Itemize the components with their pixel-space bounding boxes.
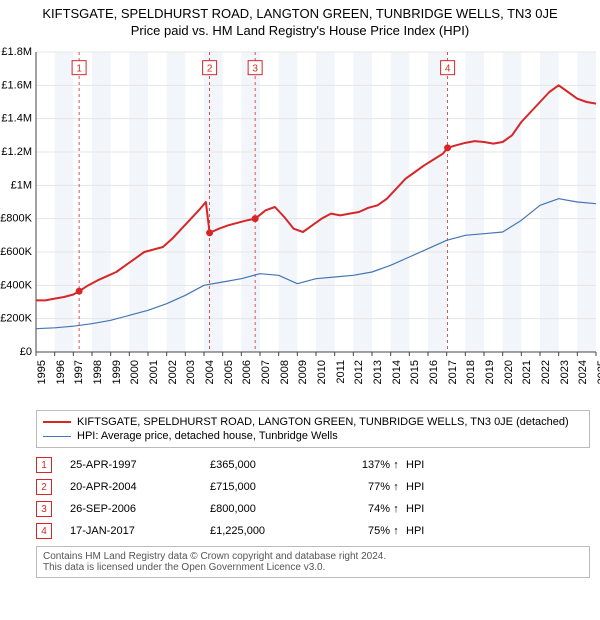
sale-row-marker: 2 bbox=[36, 479, 52, 495]
x-tick-label: 2013 bbox=[372, 360, 384, 400]
legend-label: KIFTSGATE, SPELDHURST ROAD, LANGTON GREE… bbox=[77, 416, 569, 428]
legend: KIFTSGATE, SPELDHURST ROAD, LANGTON GREE… bbox=[36, 410, 590, 448]
chart-title: KIFTSGATE, SPELDHURST ROAD, LANGTON GREE… bbox=[0, 0, 600, 21]
line-chart-svg: £0 £200K £400K £600K £800K £1M £1.2M £1.4M £1.6M… bbox=[0, 42, 600, 382]
sale-date: 20-APR-2004 bbox=[70, 481, 210, 493]
y-tick-label: £1.6M bbox=[1, 79, 32, 91]
y-tick-label: £200K bbox=[0, 313, 32, 325]
sale-pct: 75% bbox=[330, 525, 390, 537]
sale-row-marker: 1 bbox=[36, 457, 52, 473]
footer-line-2: This data is licensed under the Open Gov… bbox=[43, 562, 583, 573]
sale-flag-number: 1 bbox=[76, 64, 82, 75]
legend-label: HPI: Average price, detached house, Tunb… bbox=[77, 430, 338, 442]
x-tick-label: 2007 bbox=[260, 360, 272, 400]
y-tick-label: £1.4M bbox=[1, 113, 32, 125]
sale-flag-number: 3 bbox=[252, 64, 258, 75]
x-tick-label: 2023 bbox=[559, 360, 571, 400]
x-tick-label: 2022 bbox=[540, 360, 552, 400]
x-tick-label: 2018 bbox=[465, 360, 477, 400]
sales-table: 125-APR-1997£365,000137%↑HPI220-APR-2004… bbox=[36, 454, 590, 542]
sale-row: 3 26-SEP-2006£800,00074%↑HPI bbox=[36, 498, 590, 520]
footer-line-1: Contains HM Land Registry data © Crown c… bbox=[43, 551, 583, 562]
y-tick-label: £600K bbox=[0, 246, 32, 258]
x-tick-label: 2025 bbox=[596, 360, 600, 400]
sale-dot bbox=[206, 229, 213, 236]
chart-subtitle: Price paid vs. HM Land Registry's House … bbox=[0, 21, 600, 42]
x-tick-label: 2002 bbox=[167, 360, 179, 400]
chart-area: £0 £200K £400K £600K £800K £1M £1.2M £1.4M £1.6M… bbox=[0, 42, 600, 382]
sale-pct: 137% bbox=[330, 459, 390, 471]
sale-pct: 74% bbox=[330, 503, 390, 515]
x-tick-label: 2015 bbox=[409, 360, 421, 400]
legend-swatch bbox=[43, 436, 71, 437]
x-tick-label: 1998 bbox=[92, 360, 104, 400]
sale-hpi-label: HPI bbox=[402, 481, 424, 493]
x-tick-label: 1997 bbox=[73, 360, 85, 400]
x-tick-label: 2021 bbox=[521, 360, 533, 400]
sale-dot bbox=[252, 215, 259, 222]
x-tick-label: 2016 bbox=[428, 360, 440, 400]
sale-pct: 77% bbox=[330, 481, 390, 493]
x-tick-label: 1996 bbox=[55, 360, 67, 400]
y-tick-label: £400K bbox=[0, 279, 32, 291]
x-tick-label: 2009 bbox=[297, 360, 309, 400]
x-tick-label: 2024 bbox=[577, 360, 589, 400]
sale-price: £1,225,000 bbox=[210, 525, 330, 537]
sale-date: 17-JAN-2017 bbox=[70, 525, 210, 537]
sale-flag-number: 4 bbox=[445, 64, 451, 75]
x-tick-label: 2014 bbox=[391, 360, 403, 400]
x-tick-label: 2012 bbox=[353, 360, 365, 400]
arrow-up-icon: ↑ bbox=[390, 525, 402, 537]
x-tick-label: 2005 bbox=[223, 360, 235, 400]
x-tick-label: 2010 bbox=[316, 360, 328, 400]
x-tick-label: 2008 bbox=[279, 360, 291, 400]
x-tick-label: 2017 bbox=[447, 360, 459, 400]
sale-price: £715,000 bbox=[210, 481, 330, 493]
sale-flag-number: 2 bbox=[207, 64, 213, 75]
arrow-up-icon: ↑ bbox=[390, 481, 402, 493]
y-tick-label: £1.8M bbox=[1, 46, 32, 58]
sale-price: £800,000 bbox=[210, 503, 330, 515]
x-tick-label: 2020 bbox=[503, 360, 515, 400]
x-tick-label: 2001 bbox=[148, 360, 160, 400]
legend-row: KIFTSGATE, SPELDHURST ROAD, LANGTON GREE… bbox=[43, 415, 583, 429]
sale-date: 25-APR-1997 bbox=[70, 459, 210, 471]
x-tick-label: 2003 bbox=[185, 360, 197, 400]
x-tick-label: 1995 bbox=[36, 360, 48, 400]
sale-hpi-label: HPI bbox=[402, 503, 424, 515]
sale-row: 1 25-APR-1997£365,000137%↑HPI bbox=[36, 454, 590, 476]
x-tick-label: 2011 bbox=[335, 360, 347, 400]
x-tick-label: 2000 bbox=[129, 360, 141, 400]
x-tick-label: 2019 bbox=[484, 360, 496, 400]
x-tick-label: 2004 bbox=[204, 360, 216, 400]
sale-row: 4 17-JAN-2017£1,225,00075%↑HPI bbox=[36, 520, 590, 542]
x-tick-label: 1999 bbox=[111, 360, 123, 400]
legend-row: HPI: Average price, detached house, Tunb… bbox=[43, 429, 583, 443]
x-tick-label: 2006 bbox=[241, 360, 253, 400]
sale-dot bbox=[444, 144, 451, 151]
y-tick-label: £1.2M bbox=[1, 146, 32, 158]
attribution-footer: Contains HM Land Registry data © Crown c… bbox=[36, 546, 590, 578]
legend-swatch bbox=[43, 421, 71, 423]
arrow-up-icon: ↑ bbox=[390, 459, 402, 471]
arrow-up-icon: ↑ bbox=[390, 503, 402, 515]
sale-row-marker: 3 bbox=[36, 501, 52, 517]
sale-row: 2 20-APR-2004£715,00077%↑HPI bbox=[36, 476, 590, 498]
sale-row-marker: 4 bbox=[36, 523, 52, 539]
sale-hpi-label: HPI bbox=[402, 459, 424, 471]
y-tick-label: £0 bbox=[20, 346, 32, 358]
sale-hpi-label: HPI bbox=[402, 525, 424, 537]
y-tick-label: £1M bbox=[11, 179, 32, 191]
sale-date: 26-SEP-2006 bbox=[70, 503, 210, 515]
sale-price: £365,000 bbox=[210, 459, 330, 471]
y-tick-label: £800K bbox=[0, 213, 32, 225]
sale-dot bbox=[76, 288, 83, 295]
chart-container: KIFTSGATE, SPELDHURST ROAD, LANGTON GREE… bbox=[0, 0, 600, 578]
